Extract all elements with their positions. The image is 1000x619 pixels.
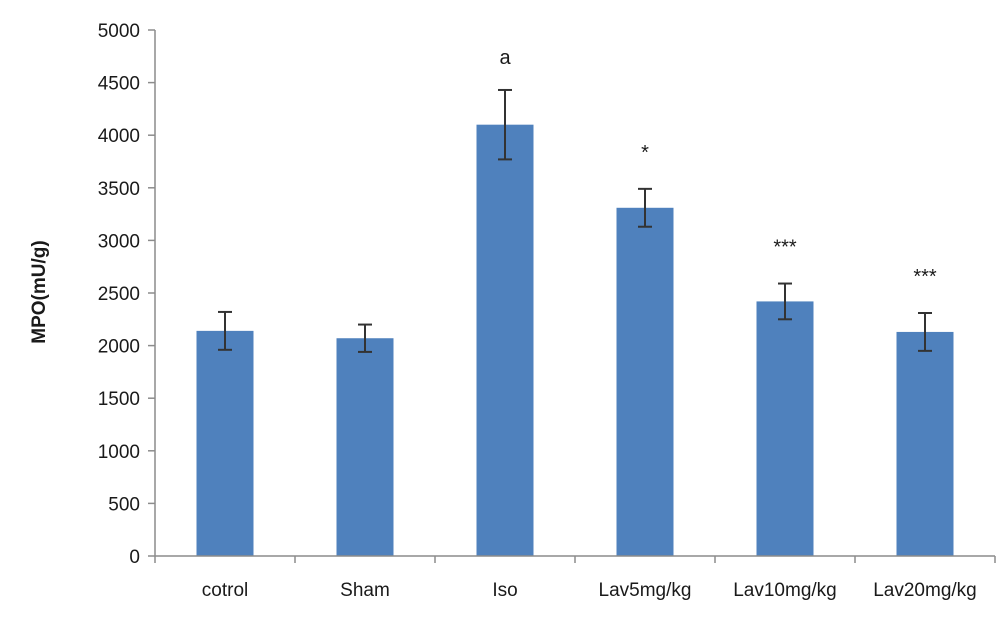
significance-label: * [641,142,649,164]
y-tick-label: 1000 [98,442,140,463]
error-bars [218,88,932,353]
x-category-label: Lav10mg/kg [733,580,837,601]
y-tick-label: 5000 [98,21,140,42]
y-axis-ticks: 0 500 1000 1500 2000 2500 3000 3500 4000 4500 5000 [98,21,996,568]
x-category-label: cotrol [202,580,248,601]
y-tick-label: 0 [129,547,140,568]
bar [476,124,534,557]
y-tick-label: 3500 [98,179,140,200]
y-tick-label: 4000 [98,126,140,147]
significance-label: *** [773,237,797,259]
bar [196,330,254,556]
y-tick-label: 3000 [98,231,140,252]
bar [616,207,674,556]
y-axis-label: MPO(mU/g) [29,240,50,343]
significance-label: a [499,47,511,69]
y-tick-label: 4500 [98,74,140,95]
x-category-label: Iso [492,580,517,601]
significance-label: *** [913,266,937,288]
y-tick-label: 1500 [98,389,140,410]
bars [196,124,954,557]
significance-annotations: a******* [499,47,936,288]
y-tick-label: 2000 [98,337,140,358]
x-category-label: Lav20mg/kg [873,580,977,601]
x-category-label: Sham [340,580,390,601]
bar [336,338,394,556]
bar [896,331,954,556]
x-axis-labels: cotrol Sham Iso Lav5mg/kg Lav10mg/kg Lav20mg/… [202,580,977,601]
x-category-label: Lav5mg/kg [599,580,692,601]
y-tick-label: 500 [108,494,140,515]
bar [756,301,814,556]
y-tick-label: 2500 [98,284,140,305]
